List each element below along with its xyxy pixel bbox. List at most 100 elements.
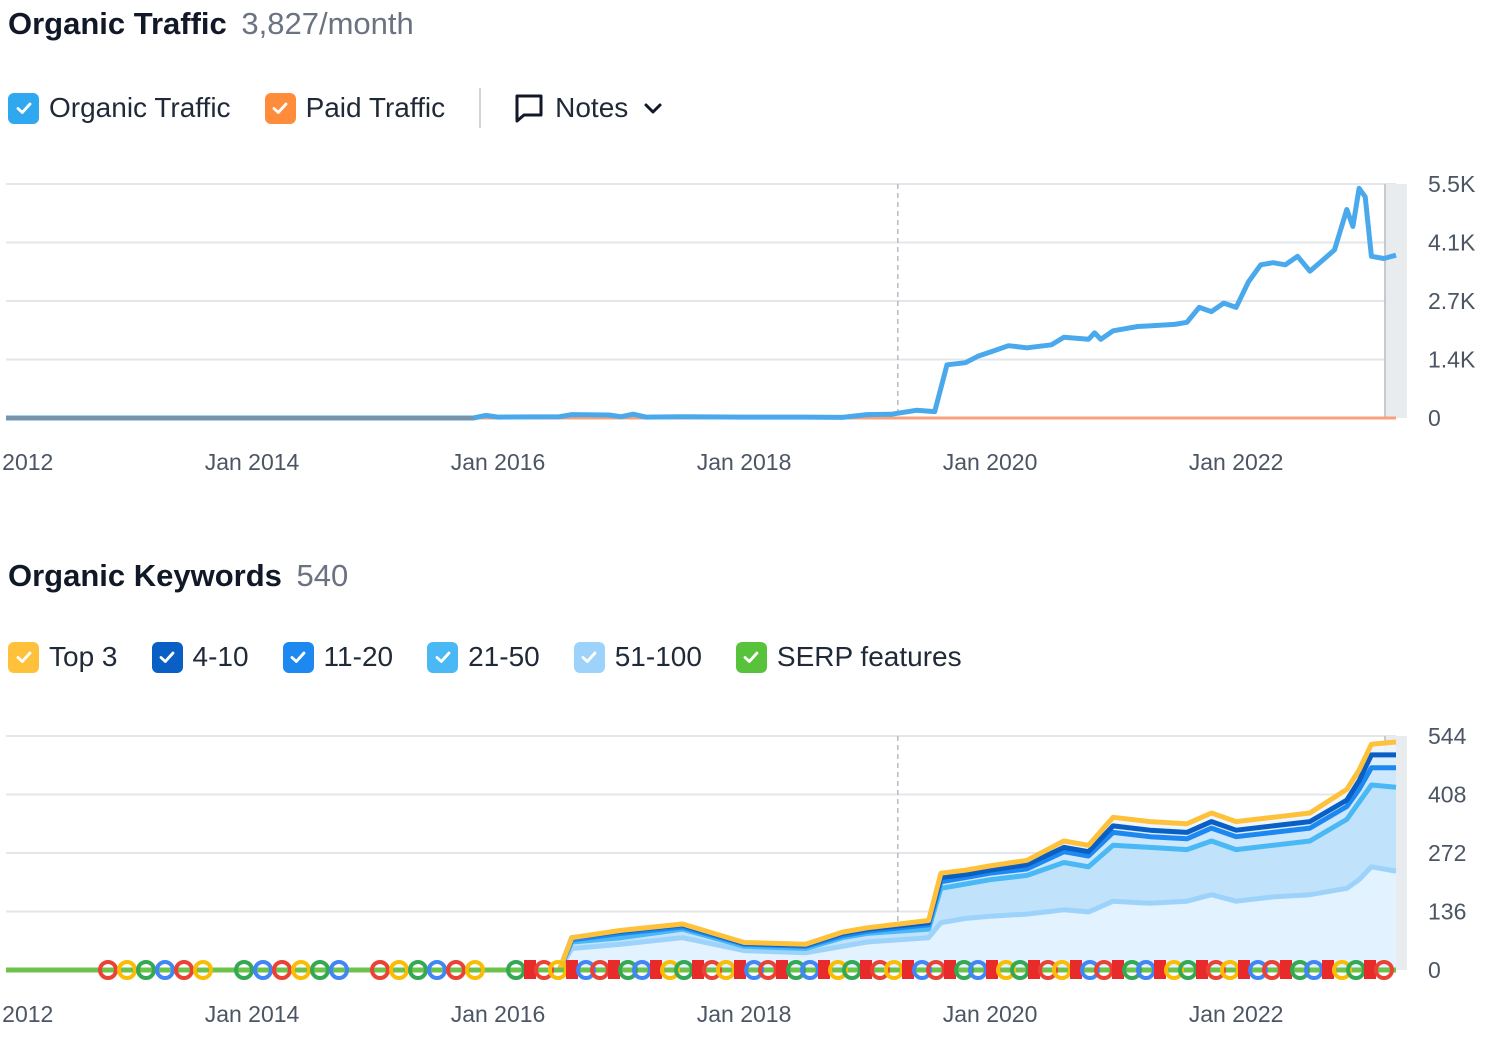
- google-g-icon: [155, 960, 175, 980]
- x-tick-label: Jan 2018: [697, 449, 792, 475]
- serp-flag-icon: [1112, 960, 1124, 979]
- legend-top-3[interactable]: Top 3: [8, 641, 118, 673]
- serp-flag-icon: [608, 960, 620, 979]
- serp-flag-icon: [818, 960, 830, 979]
- legend-label: Organic Traffic: [49, 92, 231, 123]
- google-g-icon: [174, 960, 194, 980]
- keywords-legend: Top 3 4-10 11-20 21-50 51-100 SERP featu…: [8, 641, 996, 673]
- y-tick-label: 4.1K: [1428, 230, 1476, 256]
- serp-flag-icon: [1196, 960, 1208, 979]
- y-tick-label: 136: [1428, 899, 1466, 925]
- google-g-icon: [1374, 960, 1394, 980]
- google-g-icon: [446, 960, 466, 980]
- checkbox-checked-icon[interactable]: [8, 92, 39, 124]
- checkbox-checked-icon[interactable]: [282, 641, 314, 673]
- checkbox-checked-icon[interactable]: [151, 641, 183, 673]
- y-tick-label: 0: [1428, 957, 1441, 983]
- x-tick-label: Jan 2014: [205, 449, 300, 475]
- x-tick-label: Jan 2012: [0, 449, 53, 475]
- serp-flag-icon: [1154, 960, 1166, 979]
- y-tick-label: 1.4K: [1428, 347, 1476, 373]
- google-g-icon: [310, 960, 330, 980]
- serp-flag-icon: [986, 960, 998, 979]
- serp-flag-icon: [1280, 960, 1292, 979]
- series-line: [6, 185, 1397, 421]
- checkbox-checked-icon[interactable]: [573, 641, 605, 673]
- x-tick-label: Jan 2018: [697, 1001, 792, 1027]
- google-g-icon: [193, 960, 213, 980]
- checkbox-checked-icon[interactable]: [735, 641, 767, 673]
- google-g-icon: [329, 960, 349, 980]
- google-g-icon: [408, 960, 428, 980]
- x-tick-label: Jan 2014: [205, 1001, 300, 1027]
- google-g-icon: [117, 960, 137, 980]
- x-tick-label: Jan 2022: [1189, 1001, 1284, 1027]
- serp-flag-icon: [734, 960, 746, 979]
- traffic-legend: Organic Traffic Paid Traffic Notes: [8, 88, 664, 128]
- serp-flag-icon: [524, 960, 536, 979]
- serp-flag-icon: [692, 960, 704, 979]
- x-tick-label: Jan 2016: [451, 449, 546, 475]
- google-g-icon: [98, 960, 118, 980]
- keywords-title-label: Organic Keywords: [8, 558, 282, 593]
- y-tick-label: 2.7K: [1428, 288, 1476, 314]
- chevron-down-icon: [644, 103, 662, 114]
- notes-dropdown[interactable]: Notes: [513, 92, 664, 124]
- y-tick-label: 272: [1428, 840, 1466, 866]
- current-period-band: [1385, 184, 1407, 418]
- series-line: [6, 864, 1397, 973]
- legend-organic-traffic[interactable]: Organic Traffic: [8, 92, 231, 124]
- legend-divider: [479, 88, 482, 128]
- legend-51-100[interactable]: 51-100: [573, 641, 702, 673]
- serp-flag-icon: [1028, 960, 1040, 979]
- traffic-title: Organic Traffic 3,827/month: [8, 6, 414, 42]
- notes-label: Notes: [555, 92, 629, 123]
- legend-serp-features[interactable]: SERP features: [735, 641, 962, 673]
- organic-keywords-chart: 0 136 272 408 544 Jan 2012 Jan 2014 Jan 2016 Jan…: [0, 728, 1467, 1027]
- serp-flag-icon: [902, 960, 914, 979]
- google-g-icon: [136, 960, 156, 980]
- serp-flag-icon: [860, 960, 872, 979]
- y-tick-label: 5.5K: [1428, 176, 1476, 197]
- traffic-title-label: Organic Traffic: [8, 6, 227, 41]
- serp-feature-markers: [98, 960, 1394, 980]
- keywords-title: Organic Keywords 540: [8, 558, 348, 594]
- google-g-icon: [234, 960, 254, 980]
- legend-4-10[interactable]: 4-10: [151, 641, 249, 673]
- keywords-value: 540: [296, 558, 349, 593]
- legend-label: 11-20: [323, 641, 394, 672]
- x-tick-label: Jan 2022: [1189, 449, 1284, 475]
- legend-11-20[interactable]: 11-20: [282, 641, 394, 673]
- serp-flag-icon: [944, 960, 956, 979]
- serp-flag-icon: [650, 960, 662, 979]
- google-g-icon: [427, 960, 447, 980]
- google-g-icon: [291, 960, 311, 980]
- serp-flag-icon: [776, 960, 788, 979]
- serp-flag-icon: [566, 960, 578, 979]
- google-g-icon: [253, 960, 273, 980]
- x-tick-label: Jan 2016: [451, 1001, 546, 1027]
- comment-icon: [515, 94, 543, 123]
- google-g-icon: [272, 960, 292, 980]
- checkbox-checked-icon[interactable]: [8, 641, 39, 673]
- legend-label: 21-50: [468, 641, 540, 672]
- x-tick-label: Jan 2020: [943, 449, 1038, 475]
- checkbox-checked-icon[interactable]: [264, 92, 296, 124]
- checkbox-checked-icon[interactable]: [427, 641, 459, 673]
- serp-flag-icon: [1238, 960, 1250, 979]
- serp-flag-icon: [1364, 960, 1376, 979]
- x-tick-label: Jan 2012: [0, 1001, 53, 1027]
- legend-label: Top 3: [49, 641, 118, 672]
- traffic-value: 3,827/month: [241, 6, 414, 41]
- google-g-icon: [389, 960, 409, 980]
- series-area: [6, 866, 1396, 970]
- y-tick-label: 544: [1428, 728, 1467, 749]
- y-tick-label: 0: [1428, 405, 1441, 431]
- legend-paid-traffic[interactable]: Paid Traffic: [264, 92, 445, 124]
- legend-label: 4-10: [192, 641, 249, 672]
- serp-flag-icon: [1070, 960, 1082, 979]
- legend-21-50[interactable]: 21-50: [427, 641, 540, 673]
- legend-label: 51-100: [614, 641, 702, 672]
- google-g-icon: [465, 960, 485, 980]
- organic-traffic-chart: 0 1.4K 2.7K 4.1K 5.5K Jan 2012 Jan 2014 Jan 201…: [0, 176, 1476, 475]
